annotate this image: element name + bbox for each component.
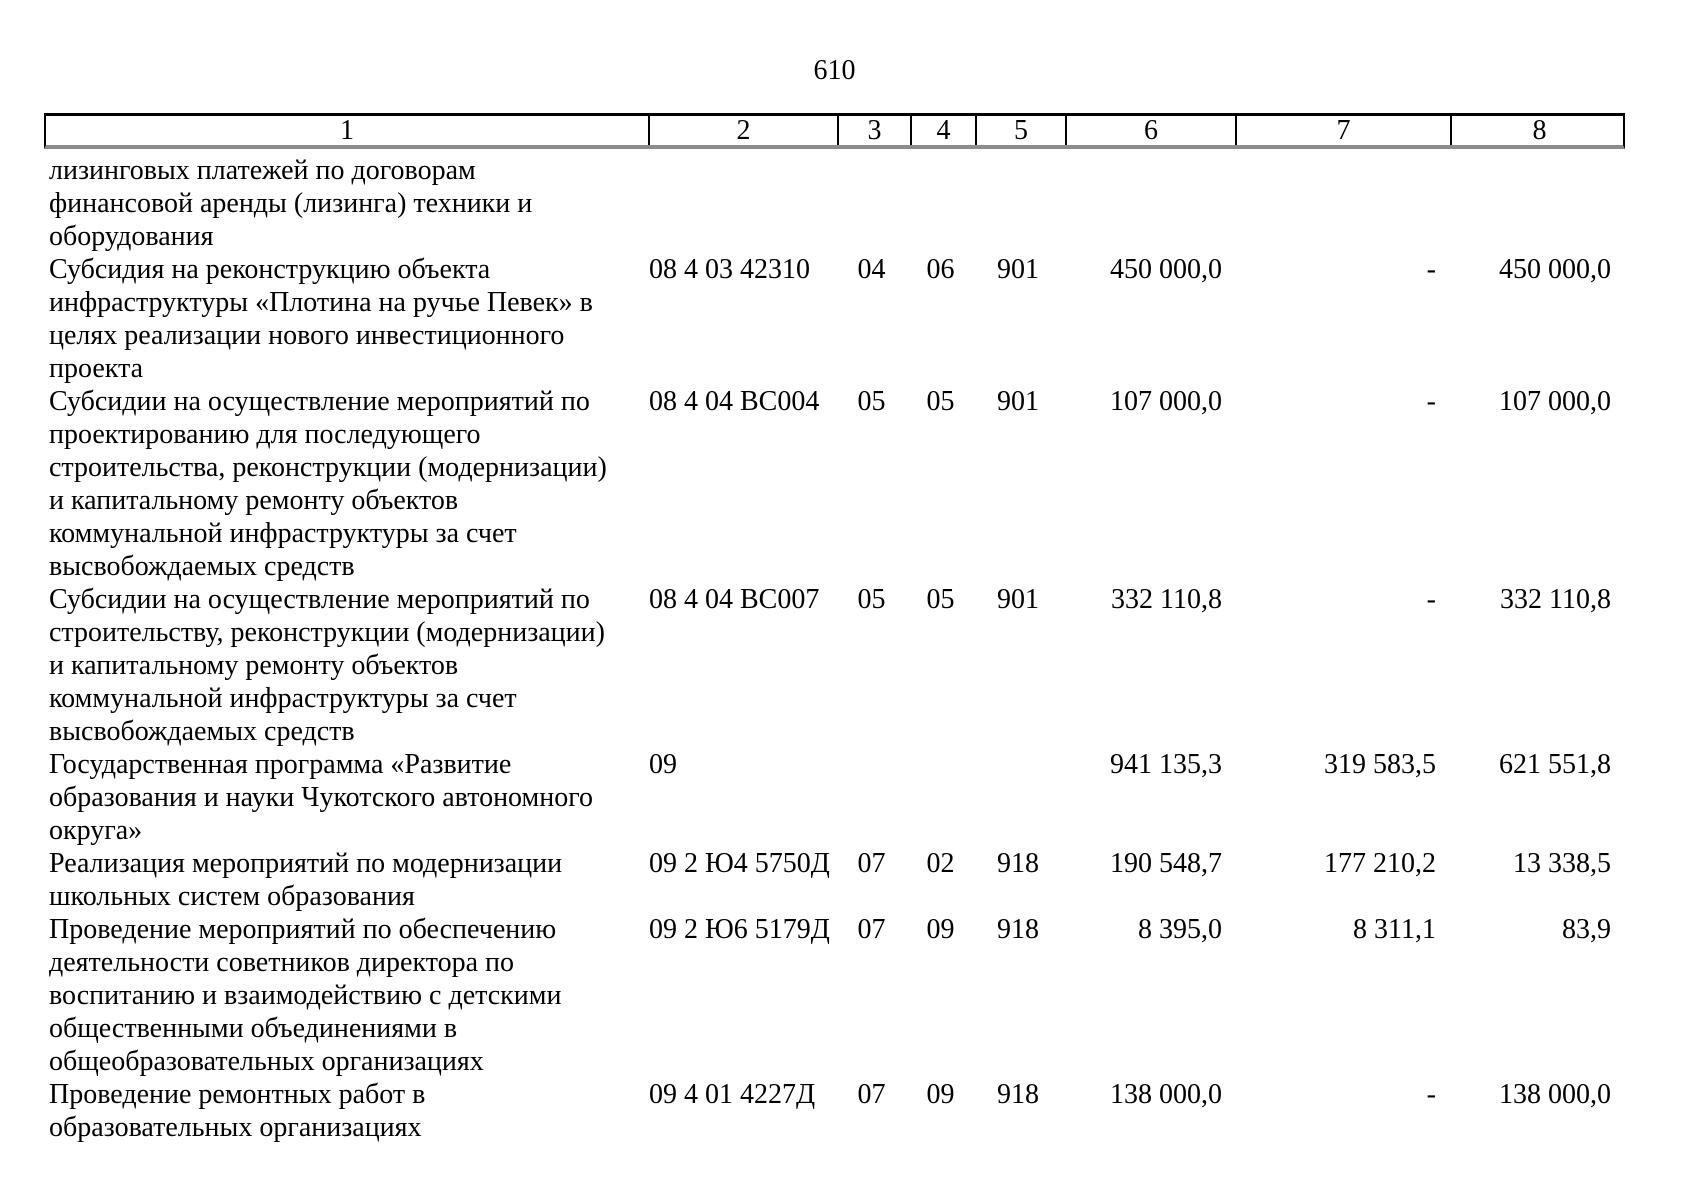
col7-cell: 8 311,1 [1353, 914, 1436, 945]
col1-cell: Субсидии на осуществление мероприятий по… [49, 386, 607, 582]
header-col4: 4 [910, 116, 975, 145]
header-col3: 3 [837, 116, 910, 145]
col2-cell: 08 4 04 ВС007 [649, 584, 820, 615]
col8-cell: 450 000,0 [1499, 254, 1611, 285]
col8-cell: 621 551,8 [1499, 749, 1611, 780]
col1-cell: Проведение ремонтных работ в образовател… [49, 1079, 426, 1143]
col5-cell: 918 [997, 1079, 1039, 1110]
page-number: 610 [813, 55, 856, 86]
col1-cell: Проведение мероприятий по обеспечению де… [49, 914, 562, 1077]
col2-cell: 09 2 Ю6 5179Д [649, 914, 830, 945]
col5-cell: 918 [997, 914, 1039, 945]
table-header-row: 1 2 3 4 5 6 7 8 [44, 113, 1625, 149]
col1-cell: Субсидия на реконструкцию объекта инфрас… [49, 254, 593, 384]
table-body: лизинговых платежей по договорам финансо… [44, 149, 1625, 1144]
col4-cell: 05 [926, 584, 955, 615]
table-row: Субсидия на реконструкцию объекта инфрас… [44, 253, 1625, 385]
col5-cell: 901 [997, 386, 1039, 417]
col3-cell: 05 [857, 386, 886, 417]
col3-cell: 07 [857, 914, 886, 945]
col4-cell: 02 [926, 848, 955, 879]
col5-cell: 901 [997, 584, 1039, 615]
table-row: Реализация мероприятий по модернизации ш… [44, 847, 1625, 913]
table-row: Проведение мероприятий по обеспечению де… [44, 913, 1625, 1078]
col2-cell: 08 4 03 42310 [649, 254, 810, 285]
document-page: 610 1 2 3 4 5 6 7 8 лизинговых платежей … [44, 0, 1625, 1144]
table-row: Субсидии на осуществление мероприятий по… [44, 583, 1625, 748]
col7-cell: 319 583,5 [1324, 749, 1436, 780]
table-row: Субсидии на осуществление мероприятий по… [44, 385, 1625, 583]
table-row: Проведение ремонтных работ в образовател… [44, 1078, 1625, 1144]
budget-table: 1 2 3 4 5 6 7 8 лизинговых платежей по д… [44, 113, 1625, 1144]
col5-cell: 901 [997, 254, 1039, 285]
col4-cell: 06 [926, 254, 955, 285]
col4-cell: 05 [926, 386, 955, 417]
col5-cell: 918 [997, 848, 1039, 879]
col1-cell: лизинговых платежей по договорам финансо… [49, 155, 533, 252]
col3-cell: 05 [857, 584, 886, 615]
col6-cell: 8 395,0 [1138, 914, 1222, 945]
col7-cell: 177 210,2 [1324, 848, 1436, 879]
col6-cell: 107 000,0 [1110, 386, 1222, 417]
col8-cell: 138 000,0 [1499, 1079, 1611, 1110]
col1-cell: Государственная программа «Развитие обра… [49, 749, 594, 846]
col8-cell: 332 110,8 [1500, 584, 1611, 615]
col2-cell: 09 2 Ю4 5750Д [649, 848, 830, 879]
col6-cell: 450 000,0 [1110, 254, 1222, 285]
col6-cell: 138 000,0 [1110, 1079, 1222, 1110]
col3-cell: 04 [857, 254, 886, 285]
col3-cell: 07 [857, 1079, 886, 1110]
col2-cell: 08 4 04 ВС004 [649, 386, 820, 417]
col4-cell: 09 [926, 914, 955, 945]
col7-cell: - [1426, 1079, 1436, 1110]
col8-cell: 83,9 [1562, 914, 1611, 945]
col6-cell: 941 135,3 [1110, 749, 1222, 780]
col8-cell: 107 000,0 [1499, 386, 1611, 417]
col1-cell: Субсидии на осуществление мероприятий по… [49, 584, 605, 747]
col2-cell: 09 4 01 4227Д [649, 1079, 816, 1110]
header-col5: 5 [975, 116, 1065, 145]
header-col6: 6 [1065, 116, 1235, 145]
table-row: лизинговых платежей по договорам финансо… [44, 154, 1625, 253]
header-col1: 1 [340, 115, 354, 146]
header-col2: 2 [648, 116, 837, 145]
header-col7: 7 [1235, 116, 1450, 145]
col3-cell: 07 [857, 848, 886, 879]
col7-cell: - [1426, 584, 1436, 615]
table-row: Государственная программа «Развитие обра… [44, 748, 1625, 847]
col7-cell: - [1426, 254, 1436, 285]
col4-cell: 09 [926, 1079, 955, 1110]
col8-cell: 13 338,5 [1513, 848, 1611, 879]
col6-cell: 332 110,8 [1111, 584, 1222, 615]
col2-cell: 09 [649, 749, 677, 780]
col1-cell: Реализация мероприятий по модернизации ш… [49, 848, 563, 912]
header-col8: 8 [1450, 116, 1627, 145]
col6-cell: 190 548,7 [1110, 848, 1222, 879]
col7-cell: - [1426, 386, 1436, 417]
